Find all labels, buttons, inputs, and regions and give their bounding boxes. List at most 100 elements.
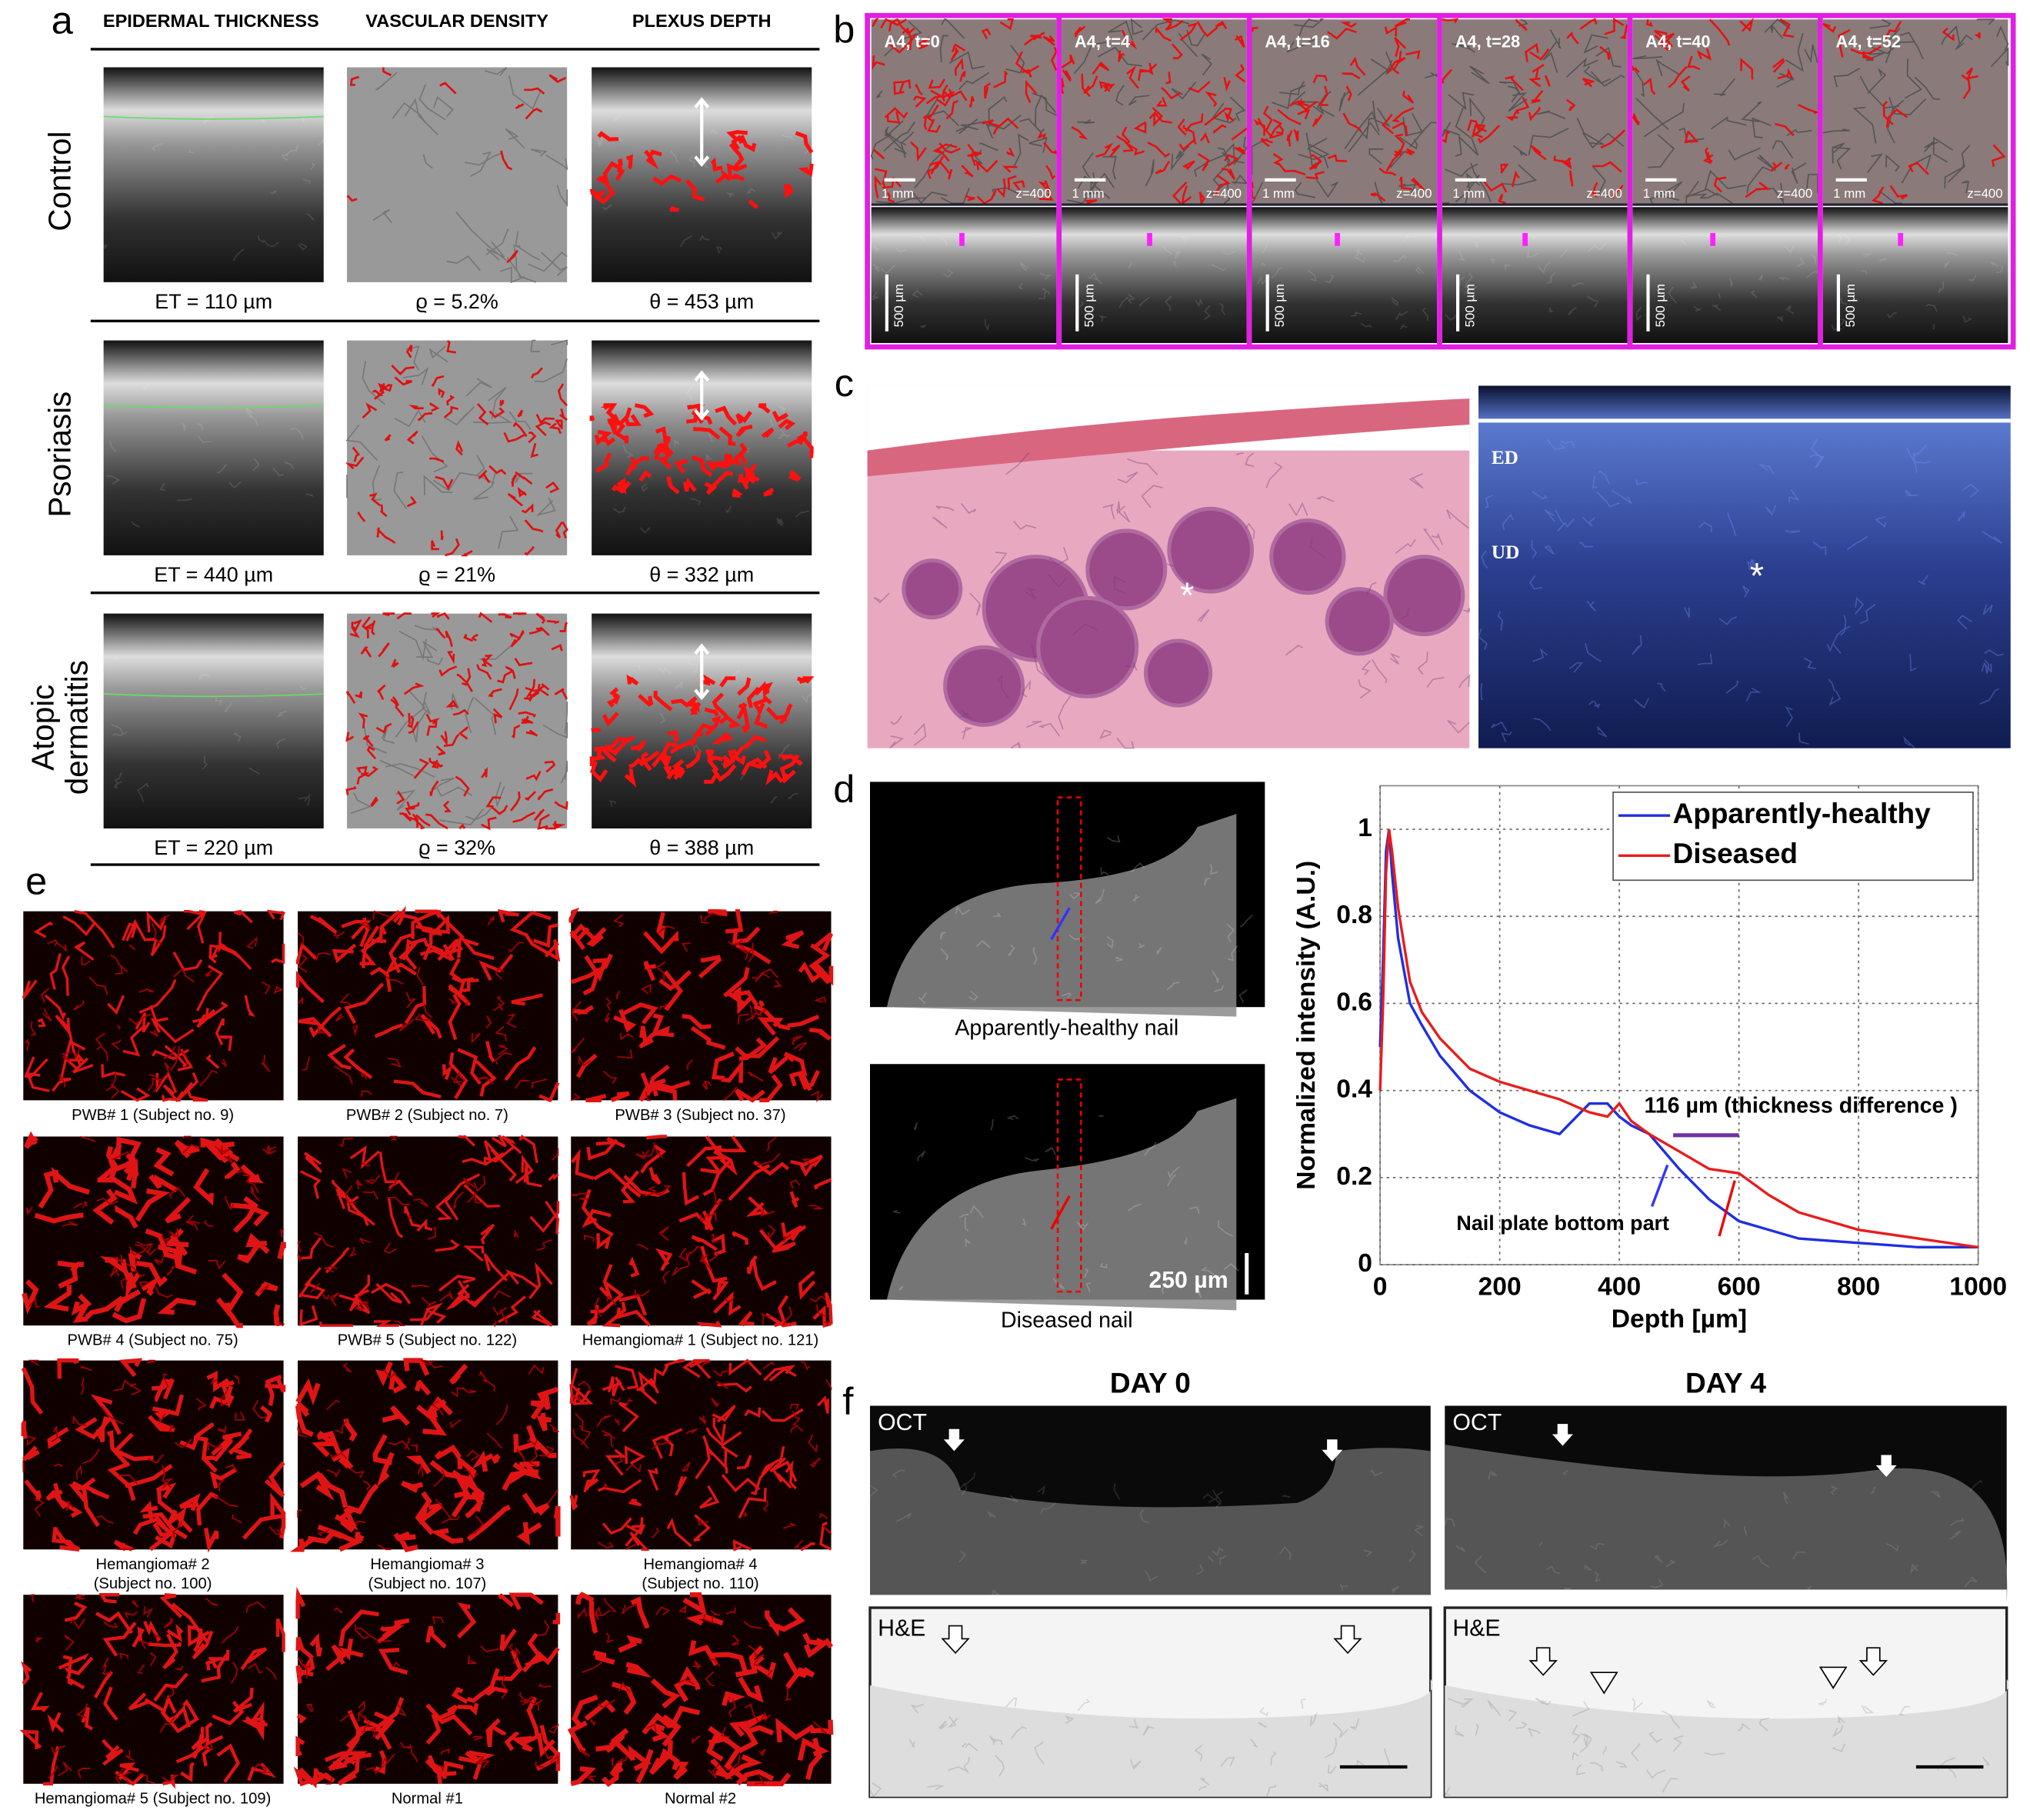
caption: Hemangioma# 5 (Subject no. 109) [35,1790,272,1807]
panel-letter: a [52,0,74,42]
caption: Hemangioma# 4 [643,1556,757,1573]
arrow [943,1428,965,1452]
texture [571,1136,829,1327]
column-header: EPIDERMAL THICKNESS [103,11,319,31]
depth-label: z=400 [1587,186,1622,201]
measurement: θ = 332 µm [649,563,754,586]
texture [345,339,568,557]
arrow [1528,1647,1558,1676]
texture [577,1598,828,1785]
image [1442,207,1628,343]
scale-label: 500 µm [1082,284,1097,327]
caption: PWB# 3 (Subject no. 37) [615,1107,785,1124]
measurement: ET = 440 µm [154,563,273,586]
measurement: ϱ = 32% [418,836,495,859]
scale-label: 500 µm [1653,284,1668,327]
tissue [1445,1444,2008,1603]
texture [1822,21,2006,205]
x-tick-label: 1000 [1949,1272,2007,1301]
texture [869,1469,1425,1596]
texture [297,1607,560,1785]
texture [612,386,810,534]
depth-label: z=400 [1967,186,2002,201]
texture [872,17,1058,205]
image [1442,19,1628,204]
texture [19,1593,285,1789]
texture [26,1135,285,1327]
tissue [1143,638,1213,708]
marker [1147,232,1152,246]
texture [346,67,567,264]
tissue [1269,518,1346,595]
depth-arrow [694,643,710,701]
texture [297,1135,559,1328]
epidermis [867,398,1470,477]
measurement: ϱ = 21% [418,563,495,586]
depth-label: z=400 [1396,186,1432,201]
measurement: θ = 388 µm [649,836,754,859]
caption: Diseased nail [1001,1308,1133,1333]
texture [1632,17,1820,198]
series-line [1378,828,1978,1249]
texture [22,909,285,1103]
y-tick-label: 0.8 [1336,901,1372,929]
texture [289,1358,561,1552]
texture [1444,1698,1990,1798]
caption: (Subject no. 110) [642,1575,758,1592]
measurement: ϱ = 5.2% [415,290,498,313]
pointer [1050,1195,1071,1230]
arrow [1322,1439,1343,1462]
roi [1056,1078,1082,1293]
day-label: DAY 0 [1110,1366,1191,1398]
texture [22,1131,286,1328]
texture [589,403,814,498]
scale-label: 500 µm [1843,284,1858,327]
measurement: ET = 220 µm [154,836,273,859]
tissue [1036,595,1139,698]
panel-letter: b [833,7,855,51]
frame-label: A4, t=40 [1645,32,1710,51]
marker [1335,232,1340,246]
x-axis-label: Depth [µm] [1612,1305,1747,1333]
marker [959,232,965,246]
texture [102,109,325,262]
texture [571,1135,833,1328]
caption: PWB# 2 (Subject no. 7) [346,1107,508,1124]
texture [295,905,561,1102]
x-tick-label: 400 [1598,1272,1641,1301]
texture [1822,18,2009,205]
panel-letter: e [25,859,47,903]
scale-label: 1 mm [1262,186,1295,201]
texture [872,233,1052,332]
layer-label: UD [1492,542,1519,563]
image [298,911,558,1101]
scale-label: 500 µm [1462,284,1477,327]
modality-label: H&E [878,1616,925,1642]
row-label: Psoriasis [42,392,77,518]
frame-label: A4, t=16 [1265,32,1329,51]
arrow [941,1625,970,1655]
depth-label: z=400 [1206,186,1242,201]
boundary [103,693,324,698]
frame-label: A4, t=4 [1075,32,1131,51]
tissue [1085,528,1168,611]
texture [567,1592,834,1788]
panel-letter: f [842,1379,854,1423]
nail [886,1098,1237,1311]
marker: * [1750,555,1764,596]
texture [1079,235,1236,323]
texture [345,612,568,831]
texture [589,130,814,212]
frame-label: A4, t=28 [1455,32,1520,51]
depth-arrow [694,370,710,421]
panel-letter: d [833,767,855,811]
marker: * [1180,575,1194,615]
texture [297,1359,560,1551]
scale-label: 1 mm [1452,186,1485,201]
texture [1256,233,1429,330]
marker [1898,232,1904,246]
texture [297,910,548,1097]
texture [1444,1469,1983,1591]
measurement: ET = 110 µm [155,290,272,313]
